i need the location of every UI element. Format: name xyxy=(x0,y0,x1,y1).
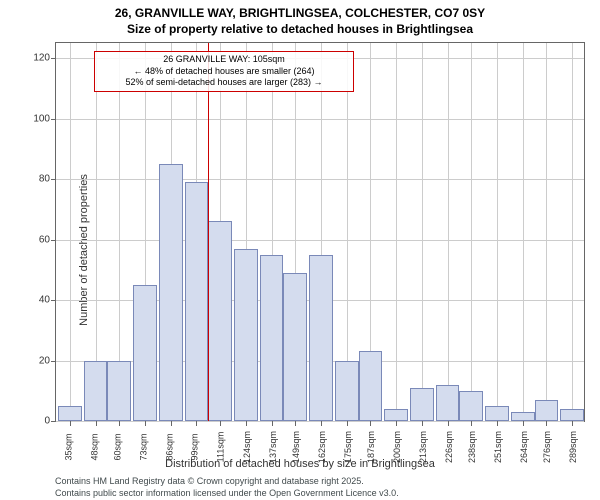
gridline-v xyxy=(546,43,547,421)
gridline-v xyxy=(497,43,498,421)
xtick-mark xyxy=(220,421,221,426)
histogram-bar xyxy=(535,400,559,421)
ytick-label: 40 xyxy=(39,295,50,306)
histogram-bar xyxy=(359,351,383,421)
ytick-label: 60 xyxy=(39,234,50,245)
histogram-bar xyxy=(384,409,408,421)
histogram-bar xyxy=(511,412,535,421)
histogram-bar xyxy=(335,361,359,421)
histogram-bar xyxy=(133,285,157,421)
ytick-mark xyxy=(51,179,56,180)
ytick-mark xyxy=(51,421,56,422)
histogram-bar xyxy=(159,164,183,421)
histogram-bar xyxy=(185,182,209,421)
xtick-label: 99sqm xyxy=(190,433,200,460)
xtick-label: 60sqm xyxy=(113,433,123,460)
ytick-label: 100 xyxy=(33,113,50,124)
ytick-mark xyxy=(51,119,56,120)
xtick-mark xyxy=(70,421,71,426)
chart-container: 26, GRANVILLE WAY, BRIGHTLINGSEA, COLCHE… xyxy=(0,0,600,500)
xtick-mark xyxy=(448,421,449,426)
xtick-mark xyxy=(196,421,197,426)
histogram-bar xyxy=(459,391,483,421)
xtick-mark xyxy=(497,421,498,426)
xtick-label: 73sqm xyxy=(138,433,148,460)
gridline-v xyxy=(396,43,397,421)
xtick-mark xyxy=(246,421,247,426)
histogram-bar xyxy=(208,221,232,421)
ytick-mark xyxy=(51,58,56,59)
histogram-bar xyxy=(234,249,258,421)
plot-area: 02040608010012035sqm48sqm60sqm73sqm86sqm… xyxy=(55,42,585,422)
histogram-bar xyxy=(107,361,131,421)
gridline-v xyxy=(448,43,449,421)
annotation-line1: 26 GRANVILLE WAY: 105sqm xyxy=(99,54,349,66)
ytick-mark xyxy=(51,300,56,301)
gridline-v xyxy=(572,43,573,421)
xtick-mark xyxy=(396,421,397,426)
gridline-v xyxy=(422,43,423,421)
histogram-bar xyxy=(560,409,584,421)
xtick-label: 86sqm xyxy=(164,433,174,460)
histogram-bar xyxy=(309,255,333,421)
histogram-bar xyxy=(485,406,509,421)
xtick-mark xyxy=(321,421,322,426)
gridline-v xyxy=(471,43,472,421)
xtick-mark xyxy=(347,421,348,426)
xtick-mark xyxy=(145,421,146,426)
xtick-mark xyxy=(523,421,524,426)
histogram-bar xyxy=(58,406,82,421)
attribution-line2: Contains public sector information licen… xyxy=(55,488,399,498)
gridline-v xyxy=(523,43,524,421)
histogram-bar xyxy=(260,255,284,421)
histogram-bar xyxy=(436,385,460,421)
ytick-label: 80 xyxy=(39,174,50,185)
annotation-line2: ← 48% of detached houses are smaller (26… xyxy=(99,66,349,78)
xtick-mark xyxy=(422,421,423,426)
title-line2: Size of property relative to detached ho… xyxy=(0,22,600,36)
annotation-line3: 52% of semi-detached houses are larger (… xyxy=(99,77,349,89)
ytick-mark xyxy=(51,361,56,362)
xtick-label: 48sqm xyxy=(89,433,99,460)
xtick-mark xyxy=(119,421,120,426)
title-line1: 26, GRANVILLE WAY, BRIGHTLINGSEA, COLCHE… xyxy=(0,6,600,20)
attribution-line1: Contains HM Land Registry data © Crown c… xyxy=(55,476,364,486)
reference-line xyxy=(208,43,209,421)
xtick-mark xyxy=(272,421,273,426)
annotation-box: 26 GRANVILLE WAY: 105sqm← 48% of detache… xyxy=(94,51,354,92)
xtick-mark xyxy=(96,421,97,426)
ytick-label: 20 xyxy=(39,355,50,366)
xtick-mark xyxy=(295,421,296,426)
x-axis-label: Distribution of detached houses by size … xyxy=(0,458,600,470)
xtick-mark xyxy=(572,421,573,426)
gridline-v xyxy=(70,43,71,421)
xtick-label: 35sqm xyxy=(63,433,73,460)
histogram-bar xyxy=(84,361,108,421)
xtick-mark xyxy=(546,421,547,426)
xtick-mark xyxy=(171,421,172,426)
ytick-label: 120 xyxy=(33,53,50,64)
histogram-bar xyxy=(283,273,307,421)
ytick-mark xyxy=(51,240,56,241)
xtick-mark xyxy=(471,421,472,426)
ytick-label: 0 xyxy=(44,416,50,427)
histogram-bar xyxy=(410,388,434,421)
xtick-mark xyxy=(370,421,371,426)
